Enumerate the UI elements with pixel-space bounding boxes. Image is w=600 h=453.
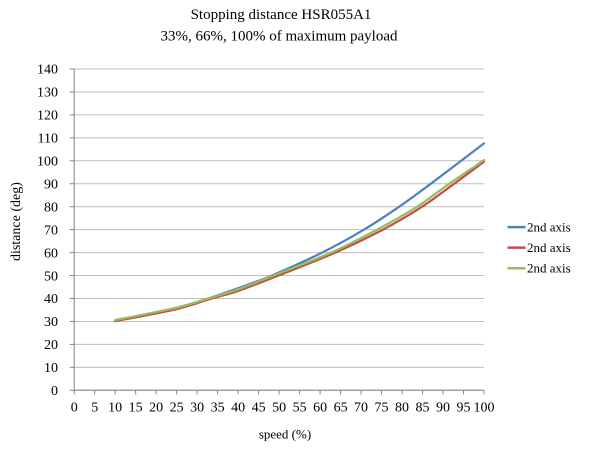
svg-text:2nd axis: 2nd axis — [527, 261, 571, 276]
svg-text:40: 40 — [44, 292, 58, 307]
svg-text:55: 55 — [293, 400, 307, 415]
svg-text:20: 20 — [44, 338, 58, 353]
svg-text:10: 10 — [44, 361, 58, 376]
svg-text:60: 60 — [313, 400, 327, 415]
svg-text:95: 95 — [457, 400, 471, 415]
svg-text:65: 65 — [334, 400, 348, 415]
svg-text:Stopping distance HSR055A1: Stopping distance HSR055A1 — [191, 7, 372, 23]
svg-text:0: 0 — [71, 400, 78, 415]
svg-text:75: 75 — [375, 400, 389, 415]
svg-text:140: 140 — [37, 63, 58, 78]
svg-text:100: 100 — [474, 400, 495, 415]
svg-text:50: 50 — [44, 269, 58, 284]
svg-text:85: 85 — [416, 400, 430, 415]
svg-text:80: 80 — [395, 400, 409, 415]
svg-text:40: 40 — [231, 400, 245, 415]
svg-text:5: 5 — [91, 400, 98, 415]
svg-text:20: 20 — [149, 400, 163, 415]
svg-text:50: 50 — [272, 400, 286, 415]
svg-text:120: 120 — [37, 109, 58, 124]
svg-text:70: 70 — [354, 400, 368, 415]
svg-text:30: 30 — [190, 400, 204, 415]
svg-text:60: 60 — [44, 246, 58, 261]
svg-text:distance (deg): distance (deg) — [9, 182, 24, 261]
svg-text:speed (%): speed (%) — [259, 426, 311, 441]
svg-text:70: 70 — [44, 223, 58, 238]
svg-text:33%, 66%, 100% of maximum payl: 33%, 66%, 100% of maximum payload — [160, 29, 398, 45]
svg-text:130: 130 — [37, 86, 58, 101]
svg-text:80: 80 — [44, 200, 58, 215]
svg-text:30: 30 — [44, 315, 58, 330]
svg-text:45: 45 — [252, 400, 266, 415]
svg-text:100: 100 — [37, 155, 58, 170]
svg-text:15: 15 — [129, 400, 143, 415]
svg-text:90: 90 — [44, 177, 58, 192]
svg-text:2nd axis: 2nd axis — [527, 240, 571, 255]
svg-text:25: 25 — [170, 400, 184, 415]
svg-text:90: 90 — [436, 400, 450, 415]
svg-text:35: 35 — [211, 400, 225, 415]
svg-text:110: 110 — [38, 132, 58, 147]
svg-text:10: 10 — [108, 400, 122, 415]
svg-text:2nd axis: 2nd axis — [527, 219, 571, 234]
svg-text:0: 0 — [51, 384, 58, 399]
